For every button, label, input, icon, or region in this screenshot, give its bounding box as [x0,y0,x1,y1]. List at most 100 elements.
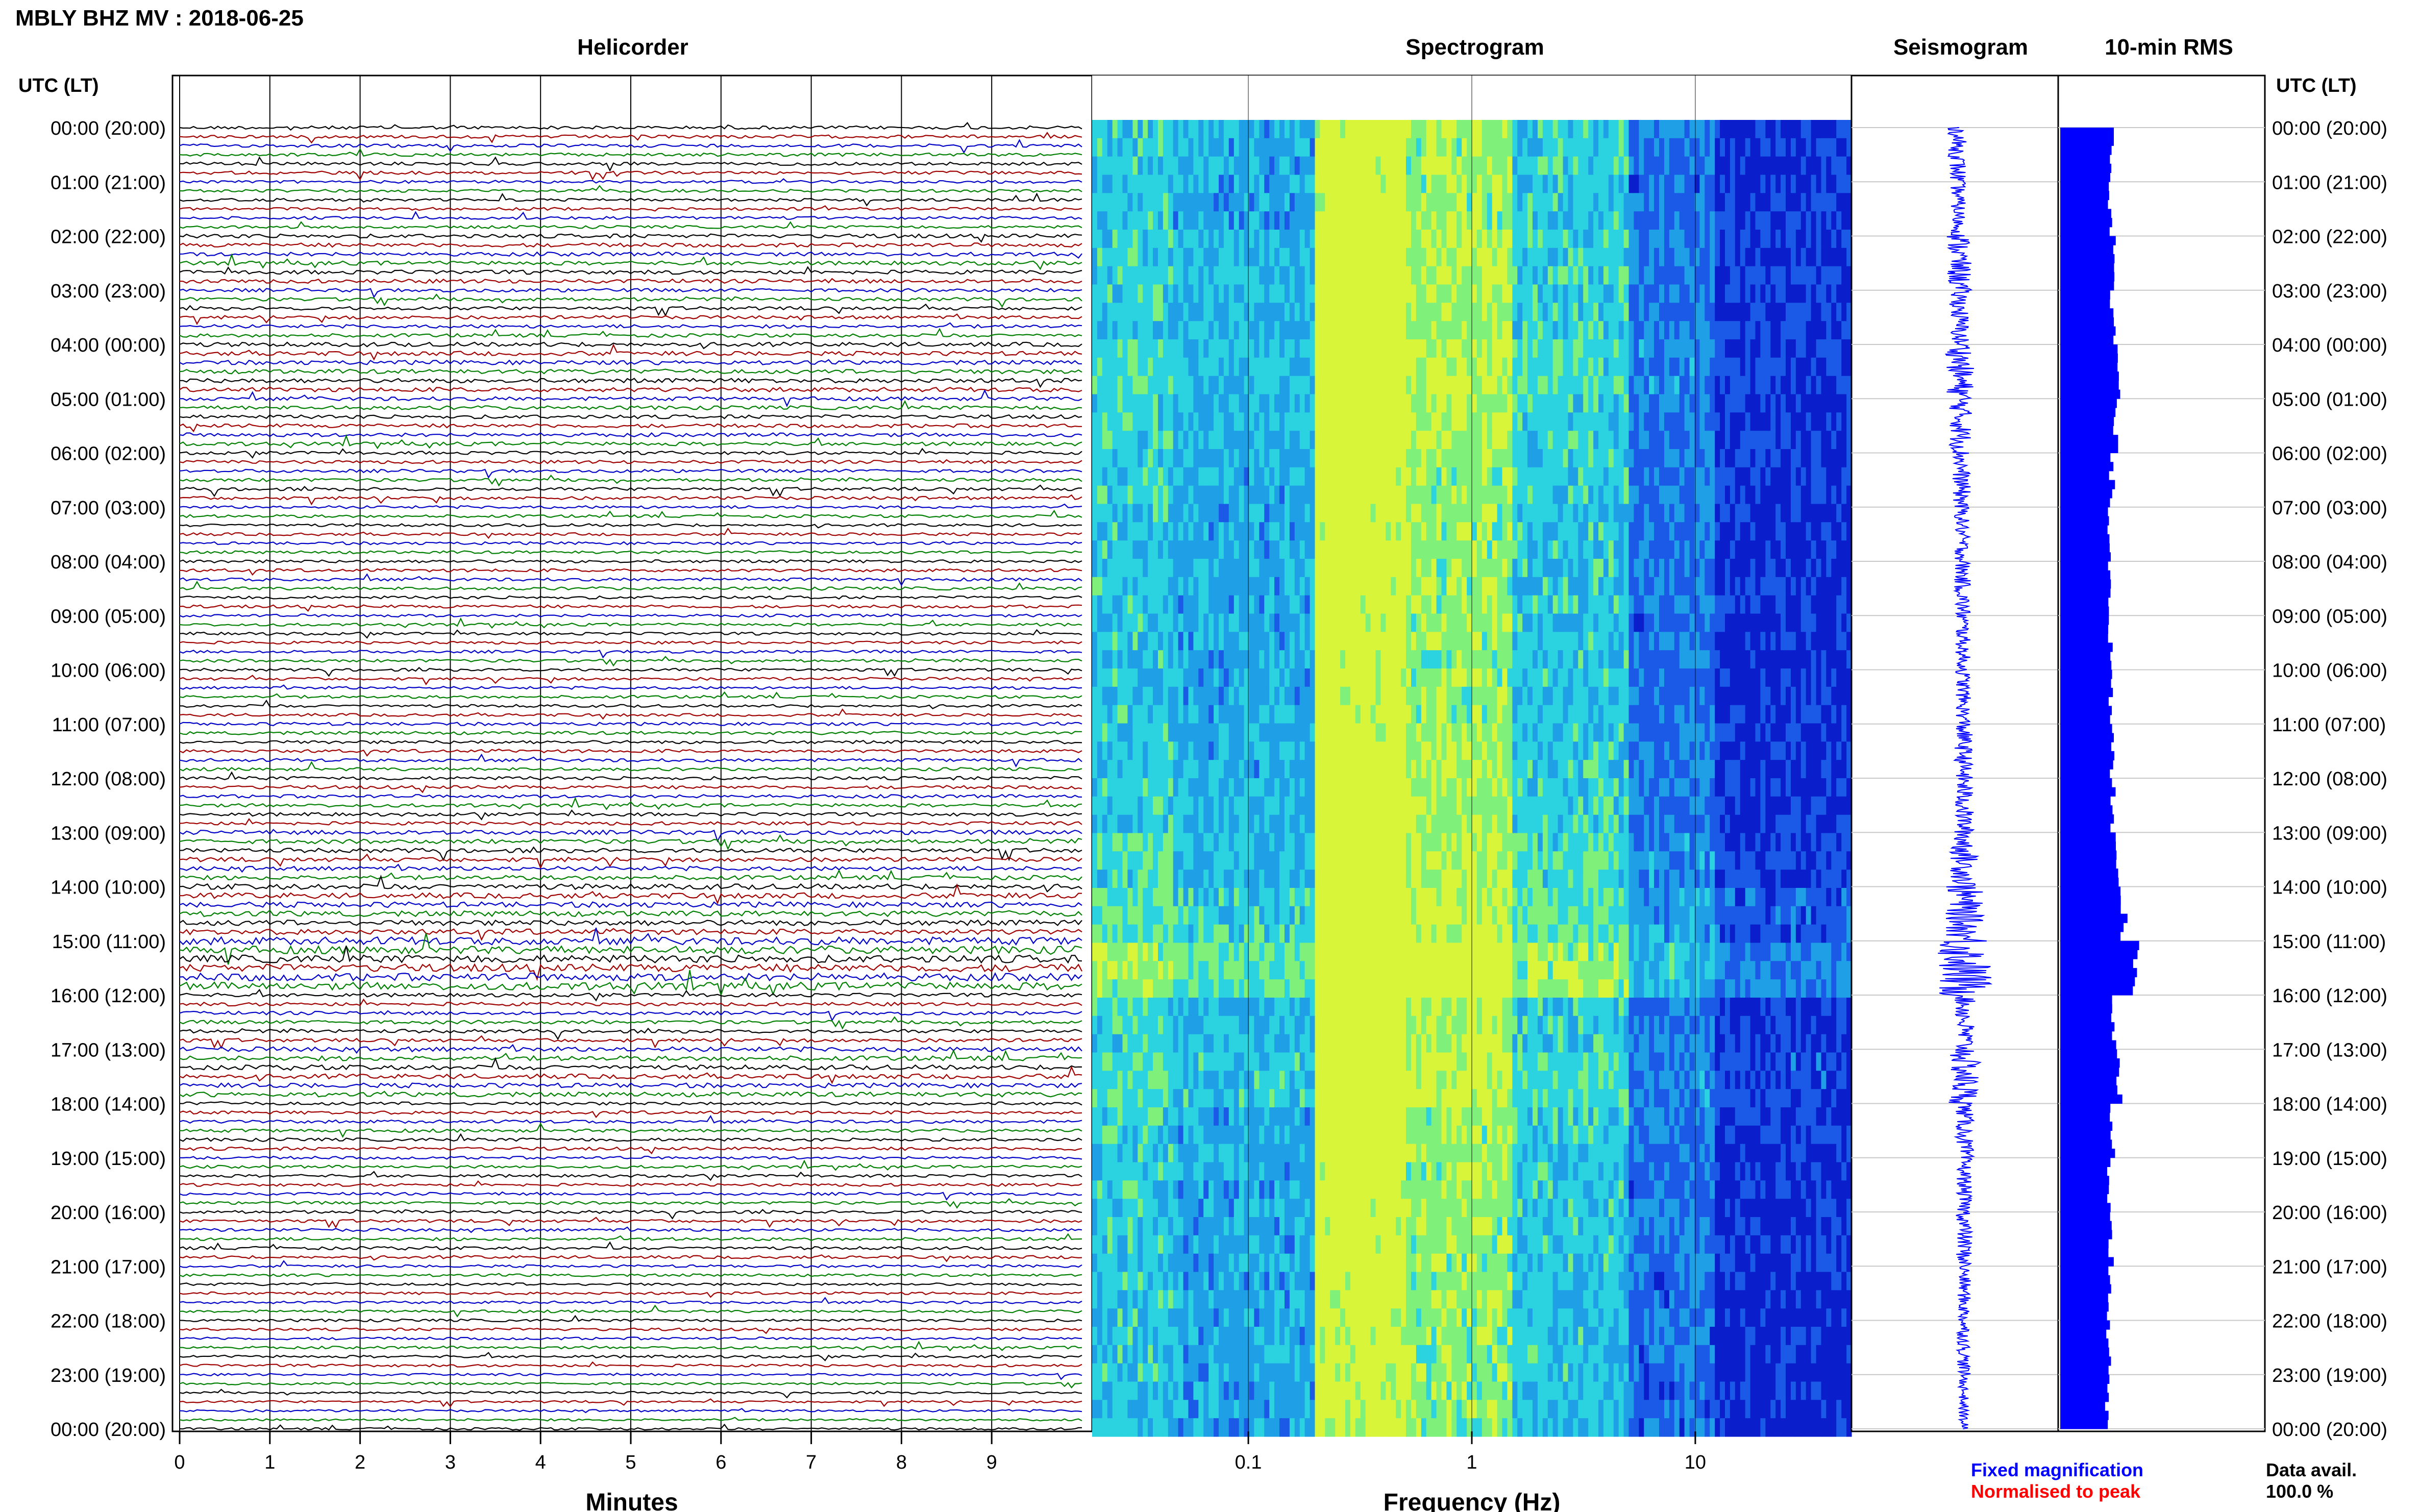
spectrogram-cell [1335,321,1341,340]
spectrogram-cell [1208,577,1214,596]
spectrogram-cell [1304,247,1311,267]
spectrogram-cell [1654,175,1660,193]
spectrogram-cell [1806,284,1812,303]
spectrogram-cell [1183,357,1189,377]
spectrogram-cell [1340,156,1346,176]
spectrogram-cell [1092,357,1098,377]
spectrogram-cell [1563,650,1569,669]
spectrogram-cell [1507,485,1513,505]
spectrogram-cell [1457,120,1462,139]
spectrogram-cell [1274,247,1280,267]
spectrogram-cell [1558,284,1564,303]
spectrogram-cell [1659,431,1665,450]
spectrogram-cell [1542,431,1548,450]
spectrogram-cell [1735,577,1741,596]
spectrogram-cell [1183,559,1189,578]
spectrogram-cell [1193,266,1199,285]
spectrogram-cell [1310,193,1316,212]
spectrogram-cell [1689,156,1695,176]
spectrogram-cell [1552,357,1559,377]
spectrogram-cell [1092,394,1098,413]
spectrogram-cell [1517,559,1523,578]
spectrogram-cell [1254,577,1260,596]
spectrogram-cell [1623,138,1630,157]
spectrogram-cell [1441,266,1447,285]
spectrogram-cell [1775,650,1781,669]
spectrogram-cell [1122,247,1128,267]
spectrogram-cell [1578,613,1584,632]
spectrogram-cell [1740,431,1746,450]
spectrogram-cell [1426,577,1432,596]
spectrogram-cell [1735,485,1741,505]
spectrogram-cell [1598,632,1604,651]
spectrogram-cell [1441,138,1447,157]
helicorder-trace-row [179,1304,1082,1318]
spectrogram-cell [1102,230,1108,249]
spectrogram-cell [1538,284,1543,303]
spectrogram-cell [1168,357,1174,377]
spectrogram-cell [1542,650,1548,669]
spectrogram-cell [1315,485,1320,505]
spectrogram-cell [1669,467,1675,486]
spectrogram-cell [1522,449,1528,468]
spectrogram-cell [1264,339,1270,358]
spectrogram-cell [1699,504,1705,523]
spectrogram-cell [1304,559,1311,578]
spectrogram-cell [1406,247,1412,267]
spectrogram-cell [1279,211,1285,230]
spectrogram-cell [1294,284,1300,303]
spectrogram-cell [1623,284,1630,303]
spectrogram-cell [1143,247,1148,267]
spectrogram-cell [1219,266,1224,285]
spectrogram-cell [1158,686,1164,706]
spectrogram-cell [1694,376,1700,395]
spectrogram-cell [1846,613,1852,632]
spectrogram-cell [1380,467,1386,486]
spectrogram-cell [1760,686,1766,706]
spectrogram-cell [1512,559,1518,578]
spectrogram-cell [1669,357,1675,377]
spectrogram-cell [1603,668,1609,687]
spectrogram-cell [1411,357,1417,377]
spectrogram-cell [1578,668,1584,687]
spectrogram-cell [1436,120,1442,139]
spectrogram-cell [1320,632,1325,651]
spectrogram-cell [1132,449,1138,468]
spectrogram-cell [1841,613,1847,632]
helicorder-trace-row [179,1044,1082,1054]
spectrogram-cell [1274,175,1280,193]
spectrogram-cell [1775,339,1781,358]
spectrogram-cell [1223,284,1229,303]
spectrogram-cell [1821,431,1826,450]
spectrogram-cell [1573,321,1578,340]
spectrogram-cell [1608,357,1614,377]
spectrogram-cell [1360,540,1366,559]
spectrogram-cell [1705,230,1710,249]
spectrogram-cell [1239,668,1245,687]
spectrogram-cell [1552,138,1559,157]
spectrogram-cell [1304,650,1311,669]
spectrogram-cell [1285,284,1290,303]
spectrogram-cell [1386,120,1391,139]
spectrogram-cell [1502,138,1508,157]
spectrogram-cell [1228,467,1235,486]
spectrogram-cell [1558,613,1564,632]
spectrogram-cell [1431,467,1437,486]
spectrogram-cell [1462,193,1467,212]
spectrogram-cell [1568,595,1573,614]
spectrogram-cell [1659,559,1665,578]
spectrogram-cell [1249,431,1254,450]
spectrogram-cell [1112,412,1118,431]
spectrogram-cell [1482,504,1488,523]
spectrogram-cell [1760,522,1766,541]
spectrogram-cell [1654,632,1660,651]
spectrogram-cell [1750,668,1756,687]
spectrogram-cell [1386,412,1391,431]
spectrogram-cell [1219,339,1224,358]
spectrogram-cell [1203,376,1209,395]
spectrogram-cell [1816,303,1822,321]
spectrogram-cell [1527,540,1533,559]
spectrogram-cell [1821,613,1826,632]
spectrogram-cell [1563,668,1569,687]
spectrogram-cell [1214,120,1219,139]
